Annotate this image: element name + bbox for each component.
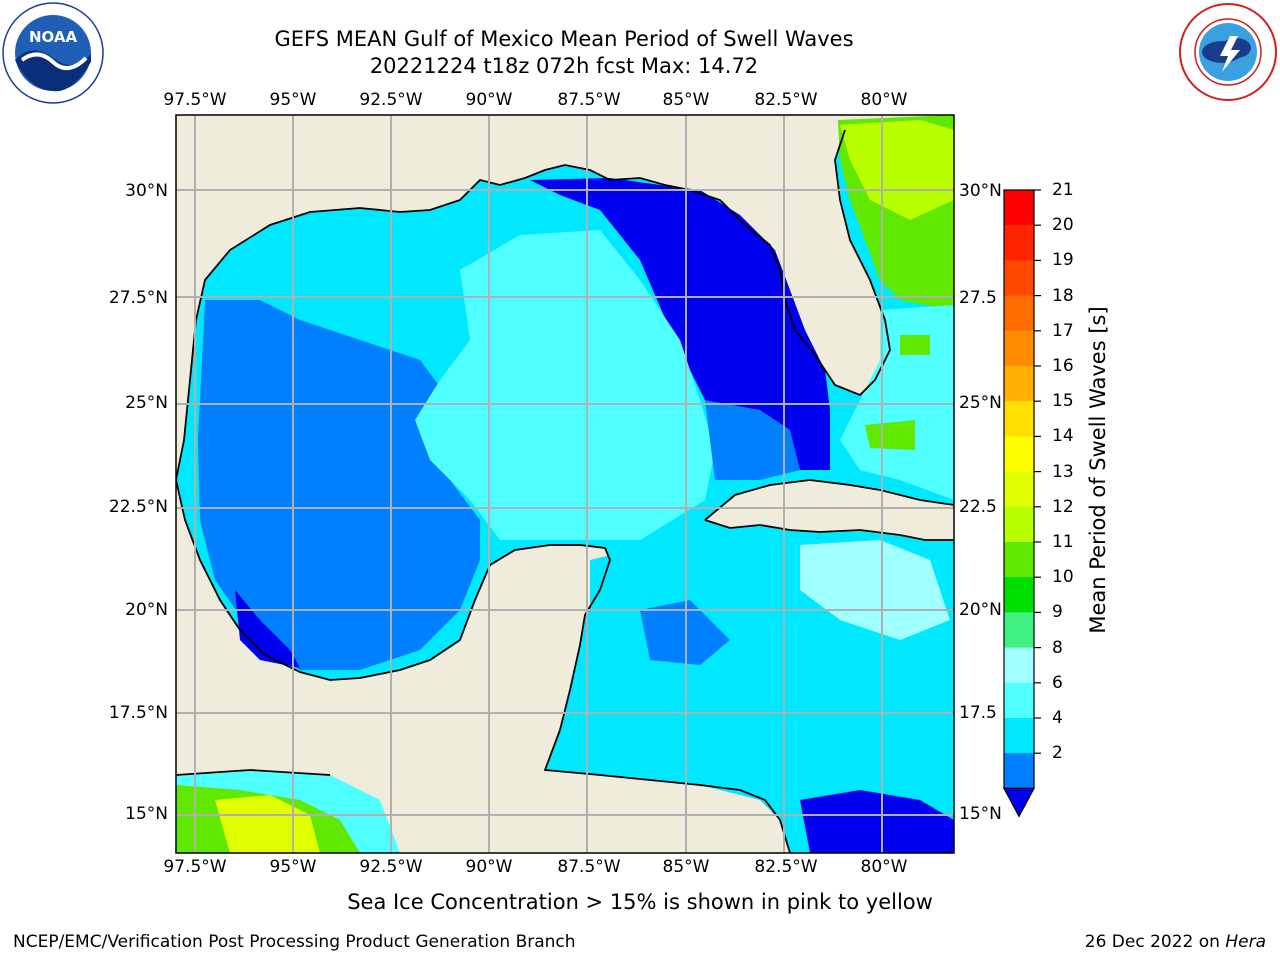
colorbar-tick-label: 13 — [1052, 461, 1074, 482]
colorbar-segment — [1004, 682, 1034, 719]
colorbar-segment — [1004, 401, 1034, 437]
footer-host: Hera — [1225, 932, 1266, 952]
colorbar-tick-label: 6 — [1052, 672, 1063, 693]
colorbar-label: Mean Period of Swell Waves [s] — [1086, 306, 1110, 634]
lon-label-bottom: 92.5°W — [359, 857, 423, 877]
colorbar-segment — [1004, 647, 1034, 684]
colorbar-tick-label: 9 — [1052, 602, 1063, 623]
lat-label-left: 25°N — [125, 393, 168, 413]
colorbar-tick-label: 4 — [1052, 708, 1063, 728]
lat-label-right: 20°N — [959, 600, 1002, 620]
colorbar-tick-label: 11 — [1052, 532, 1074, 552]
region-caribbean-deep — [800, 790, 954, 853]
footer-date-text: 26 Dec 2022 on — [1084, 932, 1226, 952]
colorbar-segment — [1004, 190, 1034, 226]
lat-label-right: 22.5 — [959, 497, 997, 517]
colorbar-segment — [1004, 260, 1034, 297]
lat-label-right: 25°N — [959, 393, 1002, 413]
noaa-logo-icon: NOAA — [2, 2, 104, 104]
lon-label-bottom: 87.5°W — [557, 857, 621, 877]
colorbar-segment — [1004, 612, 1034, 649]
colorbar-segment — [1004, 295, 1034, 332]
colorbar-segment — [1004, 366, 1034, 402]
lon-label-bottom: 95°W — [269, 857, 317, 877]
colorbar-segment — [1004, 471, 1034, 508]
region-blue-shelf — [705, 400, 800, 480]
colorbar-tick-label: 2 — [1052, 743, 1063, 764]
lat-label-left: 30°N — [125, 181, 168, 201]
land-florida — [176, 115, 954, 480]
colorbar-tick-label: 18 — [1052, 285, 1074, 306]
colorbar-tick-label: 21 — [1052, 180, 1074, 200]
lat-label-right: 27.5 — [959, 288, 997, 308]
colorbar-segment — [1004, 577, 1034, 613]
coastline-usa-florida — [176, 129, 891, 481]
lon-label-bottom: 90°W — [465, 857, 513, 877]
colorbar-tick-label: 14 — [1052, 426, 1074, 447]
colorbar-extend-arrow — [1002, 787, 1036, 818]
lon-label-bottom: 97.5°W — [163, 857, 227, 877]
lon-label-top: 97.5°W — [163, 90, 227, 110]
lon-label-top: 95°W — [269, 90, 317, 110]
footer-credit: NCEP/EMC/Verification Post Processing Pr… — [13, 932, 576, 952]
region-deep-blue-east — [530, 178, 830, 470]
colorbar-tick-label: 20 — [1052, 215, 1074, 236]
land-mexico — [176, 480, 790, 853]
colorbar-segment — [1004, 753, 1034, 789]
region-atlantic-yellow — [840, 120, 954, 220]
lat-label-left: 17.5°N — [108, 703, 168, 723]
colorbar-segment — [1004, 330, 1034, 367]
lon-label-top: 87.5°W — [557, 90, 621, 110]
nws-logo-icon — [1179, 3, 1277, 101]
region-caribbean-light — [800, 540, 950, 640]
lon-label-bottom: 82.5°W — [754, 857, 818, 877]
colorbar-tick-label: 19 — [1052, 250, 1074, 271]
colorbar-tick-label: 8 — [1052, 637, 1063, 658]
lat-label-right: 15°N — [959, 804, 1002, 824]
lon-label-top: 90°W — [465, 90, 513, 110]
colorbar-frame — [1003, 189, 1035, 790]
gridlines — [176, 115, 954, 853]
map-frame — [175, 114, 955, 854]
lat-label-left: 15°N — [125, 804, 168, 824]
lon-label-top: 82.5°W — [754, 90, 818, 110]
colorbar-segment — [1004, 436, 1034, 473]
lat-label-right: 17.5 — [959, 703, 997, 723]
region-bahamas-green — [865, 335, 930, 450]
colorbar-segment — [1004, 542, 1034, 578]
lat-label-left: 27.5°N — [108, 288, 168, 308]
lat-label-left: 22.5°N — [108, 497, 168, 517]
colorbar-tick-label: 16 — [1052, 356, 1074, 376]
colorbar-segment — [1004, 506, 1034, 543]
forecast-subtitle: 20221224 t18z 072h fcst Max: 14.72 — [369, 54, 759, 78]
map-plot-area — [176, 115, 954, 853]
sea-ice-note: Sea Ice Concentration > 15% is shown in … — [347, 890, 933, 914]
lon-label-top: 92.5°W — [359, 90, 423, 110]
footer-date: 26 Dec 2022 on Hera — [1085, 932, 1266, 952]
colorbar-tick-label: 10 — [1052, 567, 1074, 588]
colorbar-tick-label: 12 — [1052, 496, 1074, 517]
chart-title: GEFS MEAN Gulf of Mexico Mean Period of … — [274, 27, 854, 51]
colorbar — [1002, 189, 1041, 818]
lon-label-top: 80°W — [860, 90, 908, 110]
lon-label-bottom: 80°W — [860, 857, 908, 877]
colorbar-segment — [1004, 718, 1034, 754]
lon-label-top: 85°W — [662, 90, 710, 110]
lat-label-left: 20°N — [125, 600, 168, 620]
lat-label-right: 30°N — [959, 181, 1002, 201]
coastline-pacific — [176, 769, 331, 776]
region-blue-west — [198, 300, 480, 670]
colorbar-tick-label: 15 — [1052, 391, 1074, 412]
lon-label-bottom: 85°W — [662, 857, 710, 877]
land-cuba — [705, 480, 954, 540]
svg-text:NOAA: NOAA — [29, 28, 78, 46]
coastline-mexico — [176, 479, 791, 853]
colorbar-segment — [1004, 225, 1034, 261]
coastline-cuba — [704, 479, 954, 541]
colorbar-tick-label: 17 — [1052, 320, 1074, 341]
